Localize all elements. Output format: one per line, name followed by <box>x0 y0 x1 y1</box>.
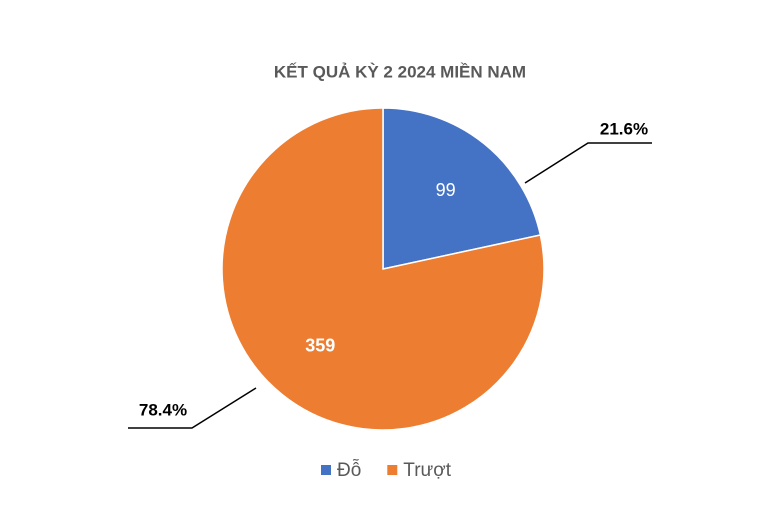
legend-label: Đỗ <box>337 459 361 481</box>
slice-value-label: 359 <box>305 335 335 355</box>
percent-label: 21.6% <box>600 119 648 138</box>
percent-label: 78.4% <box>139 400 187 419</box>
legend-label: Trượt <box>403 460 451 481</box>
leader-line <box>128 387 257 429</box>
legend-swatch <box>321 465 331 475</box>
pie-slice <box>221 107 545 431</box>
legend-swatch <box>387 465 398 475</box>
chart-title: KẾT QUẢ KỲ 2 2024 MIỀN NAM <box>274 62 526 81</box>
slice-value-label: 99 <box>436 180 456 200</box>
pie-slice <box>382 107 542 270</box>
leader-line <box>524 142 652 184</box>
